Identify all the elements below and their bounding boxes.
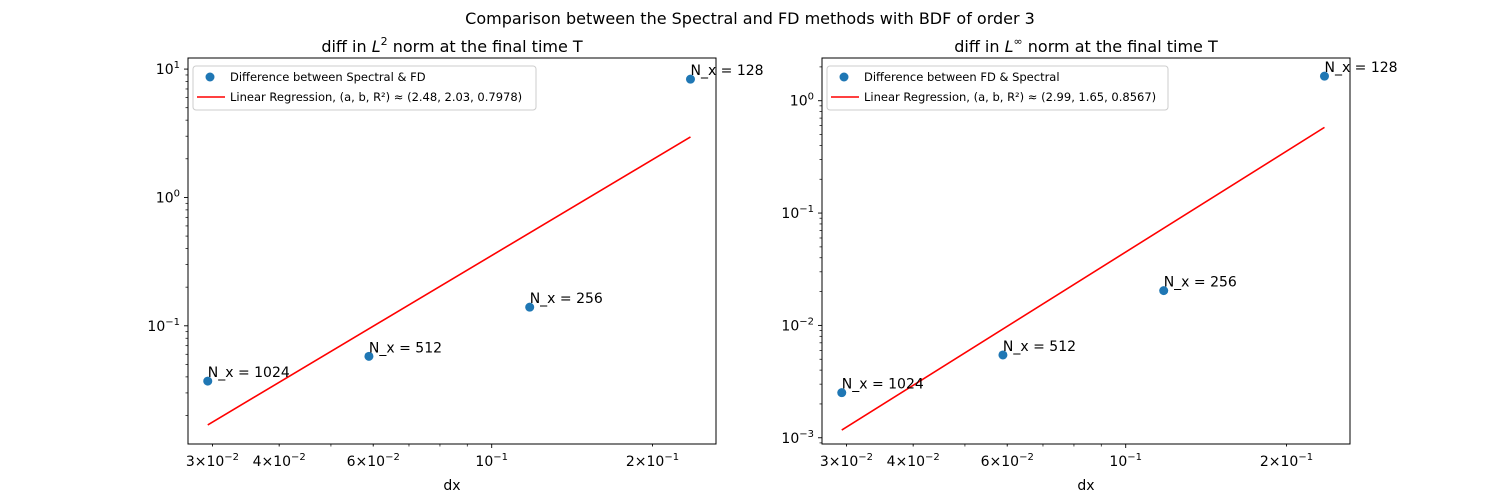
right-chart-panel: diff in L∞ norm at the final time T 10−3 1…	[781, 35, 1397, 494]
legend-entry: Linear Regression, (a, b, R²) ≈ (2.99, 1…	[864, 90, 1156, 104]
point-annotation: N_x = 256	[530, 291, 603, 307]
x-tick-label: 4×10−2	[253, 452, 306, 470]
y-tick-label: 101	[156, 60, 180, 78]
legend-marker	[839, 72, 849, 82]
chart-title: diff in L2 norm at the final time T	[321, 35, 583, 56]
data-point	[998, 350, 1008, 360]
data-point	[203, 376, 213, 386]
y-tick-label: 10−1	[147, 317, 180, 335]
x-tick-label: 3×10−2	[820, 452, 873, 470]
x-tick-label: 3×10−2	[186, 452, 239, 470]
regression-line	[841, 126, 1325, 431]
x-tick-label: 4×10−2	[887, 452, 940, 470]
data-point	[525, 302, 535, 312]
x-axis-label: dx	[443, 478, 460, 494]
regression-line	[207, 136, 691, 426]
y-tick-label: 10−2	[781, 316, 814, 334]
chart-title: diff in L∞ norm at the final time T	[954, 35, 1218, 56]
x-axis-label: dx	[1077, 478, 1094, 494]
plot-frame	[821, 57, 1351, 445]
y-tick-label: 10−3	[781, 429, 814, 447]
plot-frame	[187, 57, 717, 445]
x-tick-label: 2×10−1	[626, 452, 679, 470]
data-point	[837, 388, 847, 398]
legend-entry: Difference between FD & Spectral	[864, 70, 1060, 84]
point-annotation: N_x = 128	[1324, 60, 1397, 76]
data-point	[685, 74, 695, 84]
point-annotation: N_x = 512	[369, 340, 442, 356]
data-point	[364, 351, 374, 361]
point-annotation: N_x = 128	[690, 63, 763, 79]
legend-marker	[205, 72, 215, 82]
x-tick-label: 6×10−2	[347, 452, 400, 470]
left-chart-panel: diff in L2 norm at the final time T 10−1 1…	[147, 35, 763, 494]
data-point	[1319, 71, 1329, 81]
x-tick-label: 10−1	[475, 452, 508, 470]
y-tick-label: 10−1	[781, 204, 814, 222]
point-annotation: N_x = 1024	[842, 377, 924, 393]
legend-box	[826, 65, 1169, 111]
figure-suptitle: Comparison between the Spectral and FD m…	[465, 9, 1035, 28]
legend-entry: Linear Regression, (a, b, R²) ≈ (2.48, 2…	[230, 90, 522, 104]
point-annotation: N_x = 256	[1164, 275, 1237, 291]
legend-entry: Difference between Spectral & FD	[230, 70, 426, 84]
x-tick-label: 6×10−2	[981, 452, 1034, 470]
point-annotation: N_x = 1024	[208, 365, 290, 381]
x-tick-label: 2×10−1	[1260, 452, 1313, 470]
x-tick-label: 10−1	[1109, 452, 1142, 470]
y-tick-label: 100	[156, 188, 180, 206]
point-annotation: N_x = 512	[1003, 339, 1076, 355]
legend-box	[192, 65, 537, 111]
data-point	[1159, 286, 1169, 296]
y-tick-label: 100	[790, 92, 814, 110]
